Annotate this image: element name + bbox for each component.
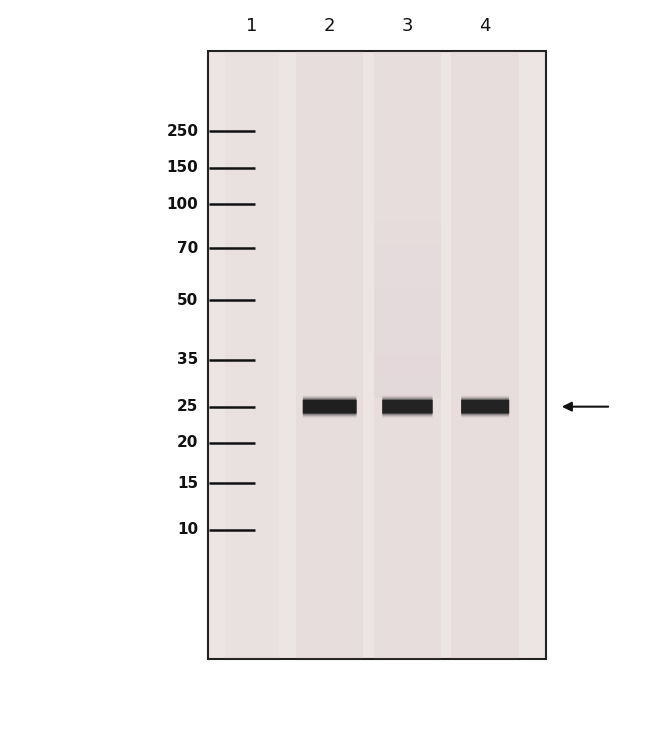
FancyBboxPatch shape xyxy=(303,400,356,414)
FancyBboxPatch shape xyxy=(382,397,433,417)
Text: 10: 10 xyxy=(177,523,198,537)
FancyBboxPatch shape xyxy=(374,51,441,659)
Text: 100: 100 xyxy=(166,197,198,212)
Text: 150: 150 xyxy=(166,160,198,176)
FancyBboxPatch shape xyxy=(462,400,509,414)
FancyBboxPatch shape xyxy=(303,399,356,414)
FancyBboxPatch shape xyxy=(382,400,433,414)
FancyBboxPatch shape xyxy=(225,51,279,659)
Text: 3: 3 xyxy=(402,17,413,34)
FancyBboxPatch shape xyxy=(462,400,509,414)
FancyBboxPatch shape xyxy=(462,399,509,414)
FancyBboxPatch shape xyxy=(303,400,356,414)
FancyBboxPatch shape xyxy=(451,51,519,659)
FancyBboxPatch shape xyxy=(462,398,509,416)
FancyBboxPatch shape xyxy=(462,396,509,417)
FancyBboxPatch shape xyxy=(303,396,356,417)
Text: 50: 50 xyxy=(177,293,198,308)
FancyBboxPatch shape xyxy=(382,400,433,414)
FancyBboxPatch shape xyxy=(208,51,546,659)
Text: 20: 20 xyxy=(177,435,198,450)
FancyBboxPatch shape xyxy=(303,397,356,417)
FancyBboxPatch shape xyxy=(303,398,356,416)
FancyBboxPatch shape xyxy=(462,397,509,417)
Text: 4: 4 xyxy=(480,17,491,34)
Text: 25: 25 xyxy=(177,399,198,414)
FancyBboxPatch shape xyxy=(382,399,433,414)
FancyBboxPatch shape xyxy=(382,398,433,416)
Text: 1: 1 xyxy=(246,17,257,34)
Text: 250: 250 xyxy=(166,124,198,139)
Text: 35: 35 xyxy=(177,352,198,367)
FancyBboxPatch shape xyxy=(382,396,433,417)
Text: 15: 15 xyxy=(177,476,198,490)
FancyBboxPatch shape xyxy=(296,51,363,659)
Text: 70: 70 xyxy=(177,241,198,255)
Text: 2: 2 xyxy=(324,17,335,34)
